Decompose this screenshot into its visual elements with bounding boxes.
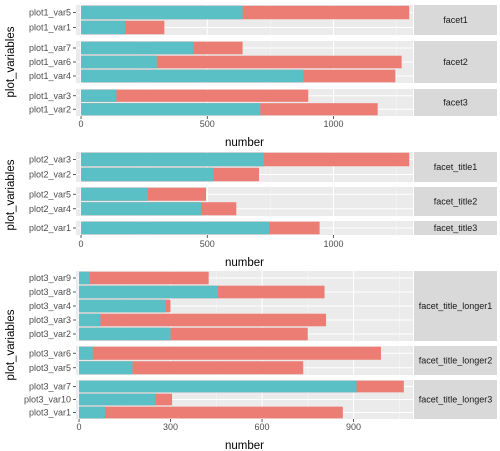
- y-axis-label: plot_variables: [5, 26, 17, 97]
- y-tick-label: plot3_var1: [29, 408, 71, 418]
- y-tick-label: plot3_var8: [29, 287, 71, 297]
- facet-strip-label: facet_title1: [434, 162, 478, 172]
- bar-total: [79, 271, 209, 285]
- facet-strip-label: facet3: [443, 98, 468, 108]
- x-tick-label: 0: [79, 119, 84, 129]
- facet-strip-label: facet1: [443, 15, 468, 25]
- y-tick-label: plot2_var5: [29, 189, 71, 199]
- y-tick-label: plot1_var4: [29, 71, 71, 81]
- bar-part: [79, 406, 105, 419]
- bar-part: [79, 380, 357, 393]
- facet-strip: [414, 380, 497, 419]
- x-tick-label: 500: [200, 239, 215, 249]
- y-tick-label: plot3_var6: [29, 348, 71, 358]
- y-tick-label: plot1_var2: [29, 104, 71, 114]
- x-tick-label: 600: [255, 422, 270, 432]
- y-tick-label: plot3_var2: [29, 329, 71, 339]
- y-tick-label: plot1_var6: [29, 57, 71, 67]
- bar-part: [81, 167, 214, 182]
- bar-part: [79, 346, 93, 360]
- y-tick-label: plot1_var3: [29, 91, 71, 101]
- bar-total: [81, 55, 402, 69]
- bar-total: [79, 361, 304, 375]
- bar-part: [79, 285, 218, 299]
- bar-part: [79, 361, 133, 375]
- x-axis-label: number: [225, 137, 264, 149]
- facet-strip-label: facet_title_longer1: [419, 301, 493, 311]
- y-axis-label: plot_variables: [5, 309, 17, 380]
- bar-part: [81, 221, 270, 235]
- facet-strip: [414, 221, 497, 235]
- x-tick-label: 300: [163, 422, 178, 432]
- bar-part: [81, 5, 243, 20]
- x-axis-label: number: [225, 257, 264, 269]
- y-tick-label: plot3_var10: [24, 395, 71, 405]
- y-tick-label: plot2_var2: [29, 170, 71, 180]
- facet-strip-label: facet_title3: [434, 223, 478, 233]
- bar-part: [81, 20, 126, 35]
- x-axis-label: number: [225, 440, 264, 451]
- facet-strip: [414, 5, 497, 35]
- bar-part: [79, 393, 156, 406]
- facet-strip-label: facet_title_longer2: [419, 356, 493, 366]
- bar-part: [81, 187, 148, 201]
- bar-part: [79, 299, 166, 313]
- y-tick-label: plot1_var7: [29, 43, 71, 53]
- bar-total: [79, 346, 381, 360]
- bar-part: [79, 271, 90, 285]
- bar-total: [81, 89, 309, 102]
- bar-part: [81, 41, 194, 55]
- y-tick-label: plot1_var1: [29, 23, 71, 33]
- bar-part: [81, 69, 304, 83]
- bar-part: [81, 152, 265, 167]
- facet-strip: [414, 89, 497, 116]
- facet-strip: [414, 152, 497, 182]
- y-tick-label: plot3_var4: [29, 301, 71, 311]
- x-tick-label: 1000: [323, 239, 343, 249]
- y-tick-label: plot2_var3: [29, 155, 71, 165]
- facet-strip: [414, 271, 497, 341]
- bar-part: [79, 313, 101, 327]
- facet-strip-label: facet_title2: [434, 197, 478, 207]
- y-tick-label: plot1_var5: [29, 8, 71, 18]
- y-tick-label: plot3_var5: [29, 363, 71, 373]
- facet-strip: [414, 41, 497, 83]
- facet-strip-label: facet2: [443, 57, 468, 67]
- y-tick-label: plot2_var1: [29, 223, 71, 233]
- x-tick-label: 900: [346, 422, 361, 432]
- facet-strip: [414, 187, 497, 216]
- y-tick-label: plot3_var9: [29, 273, 71, 283]
- bar-part: [81, 89, 117, 102]
- x-tick-label: 500: [200, 119, 215, 129]
- x-tick-label: 1000: [323, 119, 343, 129]
- bar-part: [81, 202, 201, 216]
- bar-total: [79, 406, 343, 419]
- y-tick-label: plot2_var4: [29, 204, 71, 214]
- bar-part: [79, 327, 171, 341]
- bar-part: [81, 103, 261, 116]
- bar-part: [81, 55, 157, 69]
- y-tick-label: plot3_var3: [29, 315, 71, 325]
- x-tick-label: 0: [79, 239, 84, 249]
- bar-total: [79, 313, 327, 327]
- x-tick-label: 0: [77, 422, 82, 432]
- y-axis-label: plot_variables: [5, 159, 17, 230]
- y-tick-label: plot3_var7: [29, 382, 71, 392]
- facet-strip: [414, 346, 497, 375]
- facet-strip-label: facet_title_longer3: [419, 395, 493, 405]
